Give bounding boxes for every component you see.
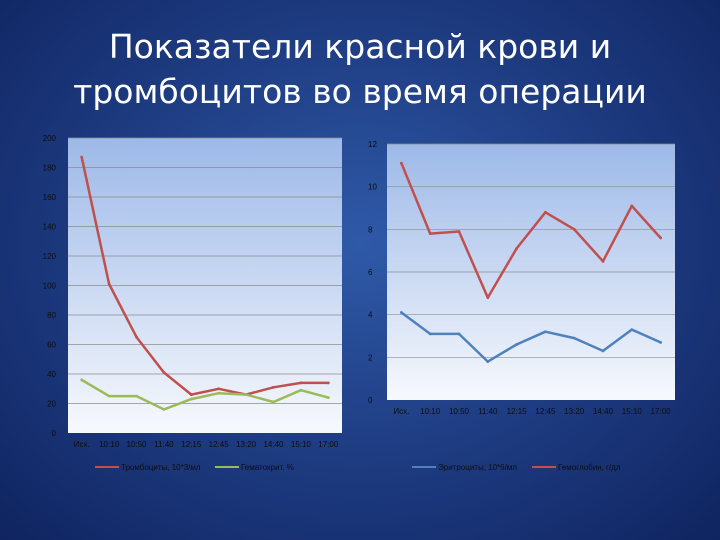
right-chart-x-tick-label: 13:20 xyxy=(564,407,585,416)
left-chart-y-tick-label: 40 xyxy=(47,370,56,379)
left-chart-y-tick-label: 80 xyxy=(47,311,56,320)
right-chart-x-tick-label: 12:15 xyxy=(507,407,528,416)
left-chart-data-point-0 xyxy=(162,371,166,374)
left-chart-series-line-1 xyxy=(80,378,330,411)
left-chart-x-tick-label: 12:15 xyxy=(181,440,202,449)
left-chart-x-tick-label: 15:10 xyxy=(291,440,312,449)
left-chart-x-tick-label: 12:45 xyxy=(209,440,230,449)
right-chart-x-tick-label: 11:40 xyxy=(478,407,498,416)
left-chart-data-point-0 xyxy=(135,335,138,339)
left-chart-data-point-1 xyxy=(326,396,330,399)
slide-title-line-2: тромбоцитов во время операции xyxy=(73,72,647,111)
left-chart-data-point-0 xyxy=(299,381,303,385)
right-chart-x-tick-label: 17:00 xyxy=(651,407,672,416)
right-chart-x-tick-label: 10:50 xyxy=(449,407,470,416)
left-chart-data-point-0 xyxy=(80,155,84,159)
left-chart-data-point-0 xyxy=(326,381,330,385)
left-chart-data-point-1 xyxy=(107,394,111,398)
left-chart-data-point-1 xyxy=(80,378,84,382)
right-chart-data-point-1 xyxy=(601,259,605,263)
left-chart-data-point-1 xyxy=(272,400,275,404)
right-chart-data-point-1 xyxy=(659,236,662,240)
left-chart-legend-label-1: Гематокрит, % xyxy=(241,463,294,472)
right-chart-data-point-1 xyxy=(630,204,634,208)
right-chart-y-tick-label: 0 xyxy=(368,396,373,405)
right-chart-x-tick-label: 10:10 xyxy=(420,407,441,416)
right-chart-y-tick-label: 8 xyxy=(368,225,373,234)
right-chart-data-point-0 xyxy=(515,343,518,346)
left-chart-data-point-0 xyxy=(189,393,193,397)
right-chart-y-tick-label: 6 xyxy=(368,268,373,277)
right-chart-y-tick-label: 10 xyxy=(368,183,377,192)
right-chart-legend-label-0: Эритроциты, 10*6/мл xyxy=(438,463,517,472)
right-chart-data-point-1 xyxy=(572,227,576,231)
left-chart-x-tick-label: 11:40 xyxy=(154,440,174,449)
left-chart-y-tick-label: 20 xyxy=(47,400,56,409)
left-chart-x-tick-label: 10:10 xyxy=(99,440,120,449)
left-chart-data-point-1 xyxy=(135,394,138,398)
right-chart-y-tick-label: 4 xyxy=(368,311,373,320)
right-chart-data-point-0 xyxy=(428,332,432,336)
left-chart-y-tick-label: 120 xyxy=(43,252,57,261)
right-chart-x-tick-label: 12:45 xyxy=(535,407,556,416)
right-chart-legend-label-1: Гемоглобин, г/дл xyxy=(558,463,621,472)
left-chart-y-tick-label: 140 xyxy=(43,223,57,232)
left-chart-y-tick-label: 60 xyxy=(47,341,56,350)
right-chart-data-point-1 xyxy=(486,296,490,299)
left-chart-y-tick-label: 200 xyxy=(43,134,57,143)
right-chart-series-line-0 xyxy=(400,311,662,363)
left-chart-data-point-0 xyxy=(272,385,275,389)
left-chart-y-tick-label: 0 xyxy=(52,429,57,438)
left-chart-x-tick-label: 14:40 xyxy=(263,440,284,449)
right-chart-data-point-0 xyxy=(659,341,662,344)
right-chart-data-point-1 xyxy=(515,247,518,250)
left-chart-data-point-0 xyxy=(107,282,111,286)
right-chart-data-point-0 xyxy=(630,328,634,331)
left-chart-data-point-0 xyxy=(217,387,221,391)
right-chart-data-point-1 xyxy=(400,161,403,165)
left-chart-y-tick-label: 180 xyxy=(43,164,57,173)
right-chart-x-tick-label: 15:10 xyxy=(622,407,643,416)
right-chart-data-point-1 xyxy=(544,210,547,214)
right-chart-data-point-1 xyxy=(428,232,432,236)
slide-title: Показатели красной крови и тромбоцитов в… xyxy=(0,24,720,114)
left-chart-x-tick-label: 17:00 xyxy=(318,440,339,449)
right-chart-data-point-0 xyxy=(486,360,490,363)
right-chart-series-line-1 xyxy=(400,161,662,299)
left-chart-data-point-1 xyxy=(189,397,193,401)
left-chart-series-line-0 xyxy=(80,155,330,396)
right-chart-x-tick-label: 14:40 xyxy=(593,407,614,416)
right-chart-y-tick-label: 2 xyxy=(368,353,373,362)
left-chart-data-point-1 xyxy=(162,408,166,411)
left-chart-x-tick-label: 10:50 xyxy=(126,440,147,449)
left-chart-x-tick-label: Исх. xyxy=(74,440,90,449)
right-chart-y-tick-label: 12 xyxy=(368,140,377,149)
right-chart-data-point-0 xyxy=(457,332,461,336)
slide-title-line-1: Показатели красной крови и xyxy=(108,27,612,66)
right-chart-data-point-0 xyxy=(544,330,547,334)
right-chart-data-point-0 xyxy=(572,336,576,340)
left-chart-y-tick-label: 160 xyxy=(43,193,57,202)
left-chart-data-point-1 xyxy=(299,388,303,392)
left-chart-x-tick-label: 13:20 xyxy=(236,440,257,449)
right-chart-data-point-1 xyxy=(457,230,461,233)
left-chart-data-point-1 xyxy=(244,393,248,397)
right-chart-x-tick-label: Исх. xyxy=(393,407,409,416)
left-chart-legend-label-0: Тромбоциты, 10*3/мл xyxy=(121,463,201,472)
left-chart-data-point-1 xyxy=(217,391,221,395)
right-chart-data-point-0 xyxy=(400,311,403,314)
left-chart-y-tick-label: 100 xyxy=(43,282,57,291)
right-chart-data-point-0 xyxy=(601,349,605,353)
